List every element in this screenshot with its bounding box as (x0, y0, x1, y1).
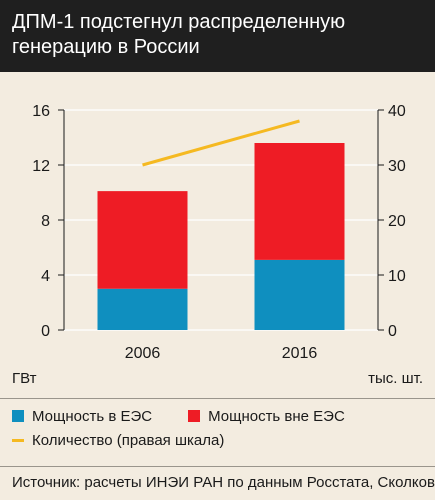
legend-label-count: Количество (правая шкала) (32, 431, 225, 449)
chart-canvas: 0 4 8 12 16 0 10 20 30 40 2006 2016 (32, 103, 406, 362)
legend-swatch-out-ees (188, 410, 201, 422)
header-bar (0, 0, 435, 72)
count-line-group (142, 119, 300, 167)
legend-swatch-count (12, 438, 24, 442)
legend-item-count: Количество (правая шкала) (12, 432, 224, 449)
legend-label-in-ees: Мощность в ЕЭС (32, 407, 153, 425)
y-tick-left-label: 8 (41, 213, 50, 230)
x-tick-label: 2016 (282, 345, 318, 362)
bar-in-ees (97, 288, 188, 330)
y-tick-right-label: 30 (388, 158, 406, 175)
legend-divider-top (0, 398, 435, 399)
count-line (142, 119, 300, 167)
bar-out-ees (254, 143, 345, 260)
y-tick-right-label: 20 (388, 213, 406, 230)
y-tick-left-label: 12 (32, 158, 50, 175)
source-note: Источник: расчеты ИНЭИ РАН по данным Рос… (12, 474, 435, 491)
y-axis-right-unit: тыс. шт. (368, 370, 423, 387)
legend-divider-bottom (0, 466, 435, 467)
legend-item-out-ees: Мощность вне ЕЭС (188, 408, 345, 425)
legend-label-out-ees: Мощность вне ЕЭС (208, 407, 345, 425)
bar-out-ees (97, 191, 188, 289)
bars (97, 143, 345, 330)
x-tick-label: 2006 (125, 345, 161, 362)
y-tick-right-label: 40 (388, 103, 406, 120)
chart-title: ДПМ-1 подстегнул распределенную генераци… (12, 11, 346, 58)
y-tick-left-label: 4 (41, 268, 50, 285)
legend-swatch-in-ees (12, 410, 24, 422)
y-tick-right-label: 0 (388, 323, 397, 340)
tick-labels: 0 4 8 12 16 0 10 20 30 40 2006 2016 (32, 103, 406, 362)
legend: Мощность в ЕЭС Мощность вне ЕЭС Количест… (12, 404, 427, 452)
axes (58, 109, 384, 331)
y-tick-right-label: 10 (388, 268, 406, 285)
bar-in-ees (254, 259, 345, 330)
y-tick-left-label: 16 (32, 103, 50, 120)
legend-item-in-ees: Мощность в ЕЭС (12, 408, 152, 425)
y-axis-left-unit: ГВт (12, 370, 37, 387)
y-tick-left-label: 0 (41, 323, 50, 340)
